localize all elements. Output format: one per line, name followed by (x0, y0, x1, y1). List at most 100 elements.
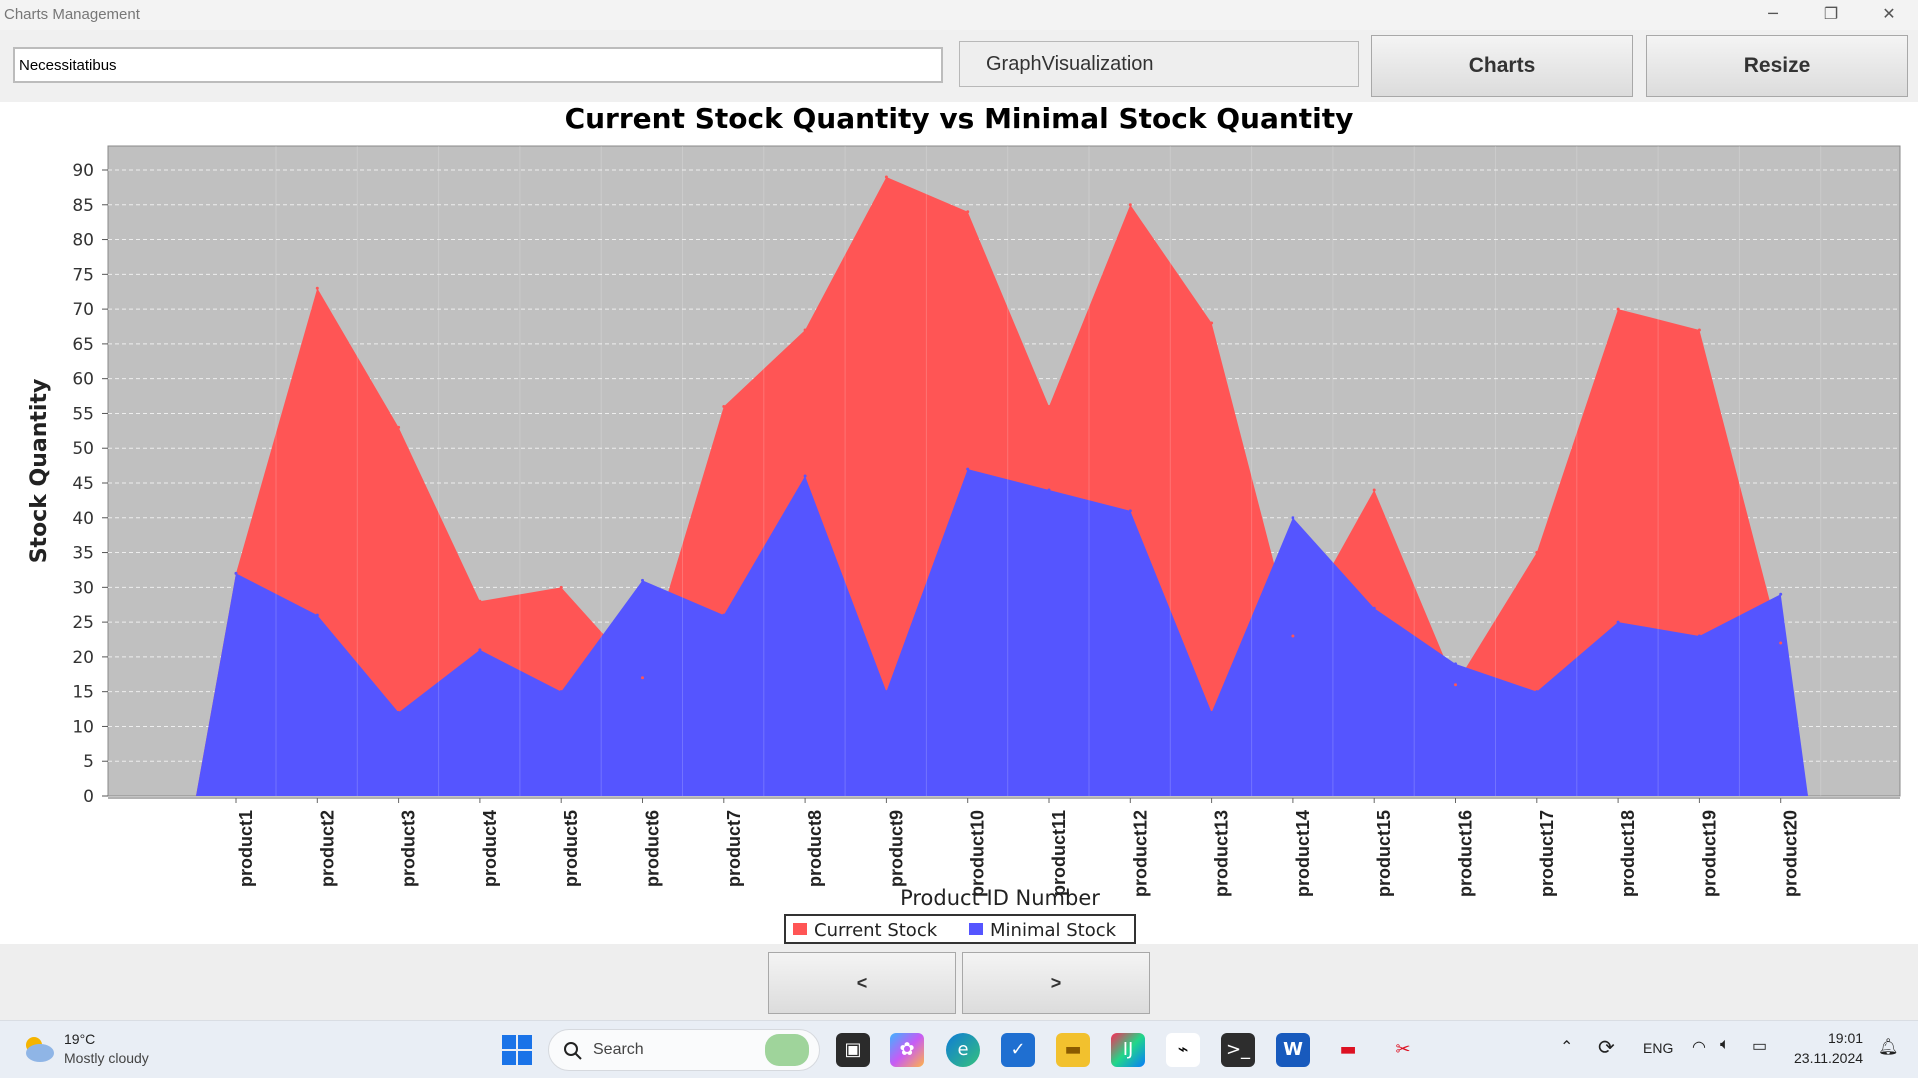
taskbar-search-box[interactable]: Search (548, 1029, 820, 1071)
x-tick-label: product4 (480, 810, 500, 887)
weather-description: Mostly cloudy (64, 1050, 149, 1066)
x-tick-label: product20 (1781, 810, 1801, 897)
minimal-stock-point (1372, 606, 1376, 610)
name-input[interactable] (13, 47, 943, 83)
minimal-stock-point (641, 578, 644, 582)
pagination-bar: < > (0, 944, 1918, 1020)
minimal-stock-point (722, 613, 726, 617)
x-tick-label: product1 (236, 810, 256, 887)
minimal-stock-point (559, 690, 563, 694)
terminal-icon[interactable]: >_ (1221, 1033, 1255, 1067)
search-highlight-icon (765, 1034, 809, 1066)
x-tick-label: product10 (968, 810, 988, 897)
x-tick-label: product12 (1130, 810, 1150, 897)
y-tick-label: 90 (72, 161, 94, 181)
weather-cloud-icon[interactable] (20, 1033, 56, 1065)
x-tick-label: product7 (724, 810, 744, 887)
taskbar: 19°C Mostly cloudy Search ▣ ✿ e ✓ ▬ IJ ⌁… (0, 1020, 1918, 1078)
file-explorer-icon[interactable]: ▬ (1056, 1033, 1090, 1067)
wifi-icon[interactable]: ◠ (1692, 1039, 1706, 1056)
y-tick-label: 80 (72, 231, 94, 251)
legend-label: Current Stock (814, 920, 938, 941)
x-tick-label: product2 (317, 810, 337, 887)
minimal-stock-point (478, 648, 482, 652)
battery-icon[interactable]: ▭ (1752, 1038, 1768, 1055)
x-tick-label: product3 (399, 810, 419, 887)
close-button[interactable]: ✕ (1882, 4, 1896, 23)
search-icon (564, 1042, 582, 1060)
y-tick-label: 10 (72, 717, 94, 737)
intellij-idea-icon[interactable]: IJ (1111, 1033, 1145, 1067)
y-axis-label: Stock Quantity (27, 379, 52, 564)
minimal-stock-point (1535, 690, 1539, 694)
notification-bell-icon[interactable]: 🔔︎ (1878, 1039, 1899, 1056)
word-icon[interactable]: W (1276, 1033, 1310, 1067)
weather-temperature: 19°C (64, 1031, 96, 1047)
clock-date[interactable]: 23.11.2024 (1794, 1050, 1864, 1066)
sync-icon[interactable]: ⟳ (1598, 1037, 1615, 1059)
current-stock-point (1616, 307, 1620, 311)
minimal-stock-point (1616, 620, 1620, 624)
title-bar: Charts Management ─ ❐ ✕ (0, 0, 1918, 30)
x-tick-label: product6 (643, 810, 663, 887)
app-icon[interactable]: ⌁ (1166, 1033, 1200, 1067)
x-tick-label: product17 (1537, 810, 1557, 897)
x-tick-label: product8 (805, 810, 825, 887)
edge-browser-icon[interactable]: e (946, 1033, 980, 1067)
x-tick-label: product16 (1456, 810, 1476, 897)
copilot-icon[interactable]: ✿ (890, 1033, 924, 1067)
legend: Current Stock Minimal Stock (784, 914, 1136, 944)
chevron-up-icon[interactable]: ⌃ (1560, 1039, 1574, 1056)
todo-app-icon[interactable]: ✓ (1001, 1033, 1035, 1067)
current-stock-point (966, 210, 970, 214)
resize-button[interactable]: Resize (1646, 35, 1908, 97)
volume-icon[interactable]: 🔈︎ (1720, 1036, 1730, 1053)
current-stock-point (803, 328, 807, 332)
minimal-stock-area (196, 469, 1808, 796)
minimal-stock-point (1697, 634, 1701, 638)
minimal-stock-point (1779, 592, 1783, 596)
current-stock-point (397, 425, 401, 429)
next-button[interactable]: > (962, 952, 1150, 1014)
window-title: Charts Management (4, 6, 140, 23)
restore-button[interactable]: ❐ (1823, 4, 1839, 23)
minimal-stock-point (1210, 711, 1214, 715)
y-tick-label: 0 (83, 787, 94, 807)
chart-title: Current Stock Quantity vs Minimal Stock … (565, 102, 1354, 135)
y-tick-label: 70 (72, 300, 94, 320)
x-tick-label: product14 (1293, 810, 1313, 897)
current-stock-point (641, 676, 644, 680)
snipping-tool-icon[interactable]: ✂ (1386, 1033, 1420, 1067)
current-stock-point (559, 585, 563, 589)
current-stock-point (1535, 551, 1539, 555)
clock-time[interactable]: 19:01 (1828, 1030, 1864, 1046)
minimal-stock-point (397, 711, 401, 715)
chart-panel: Current Stock Quantity vs Minimal Stock … (0, 102, 1918, 944)
current-stock-point (478, 599, 482, 603)
minimal-stock-point (884, 690, 888, 694)
app-icon-red[interactable]: ▬ (1331, 1033, 1365, 1067)
y-tick-label: 75 (72, 265, 94, 285)
y-tick-label: 50 (72, 439, 94, 459)
area-chart: Current Stock Quantity vs Minimal Stock … (27, 102, 1901, 944)
language-indicator[interactable]: ENG (1643, 1040, 1674, 1056)
graph-type-field[interactable]: GraphVisualization (959, 41, 1359, 87)
minimal-stock-point (315, 613, 319, 617)
legend-swatch-minimal (969, 923, 983, 935)
y-tick-label: 40 (72, 509, 94, 529)
legend-label: Minimal Stock (990, 920, 1117, 941)
previous-button[interactable]: < (768, 952, 956, 1014)
charts-button[interactable]: Charts (1371, 35, 1633, 97)
current-stock-point (722, 404, 726, 408)
legend-box (784, 914, 1136, 944)
windows-start-icon[interactable] (502, 1035, 532, 1065)
current-stock-point (1210, 321, 1214, 325)
y-tick-label: 55 (72, 404, 94, 424)
minimal-stock-point (1047, 488, 1051, 492)
minimize-button[interactable]: ─ (1768, 4, 1778, 23)
current-stock-point (1454, 683, 1457, 687)
x-tick-label: product9 (886, 810, 906, 887)
task-view-icon[interactable]: ▣ (836, 1033, 870, 1067)
y-tick-label: 5 (83, 752, 94, 772)
y-tick-label: 85 (72, 196, 94, 216)
